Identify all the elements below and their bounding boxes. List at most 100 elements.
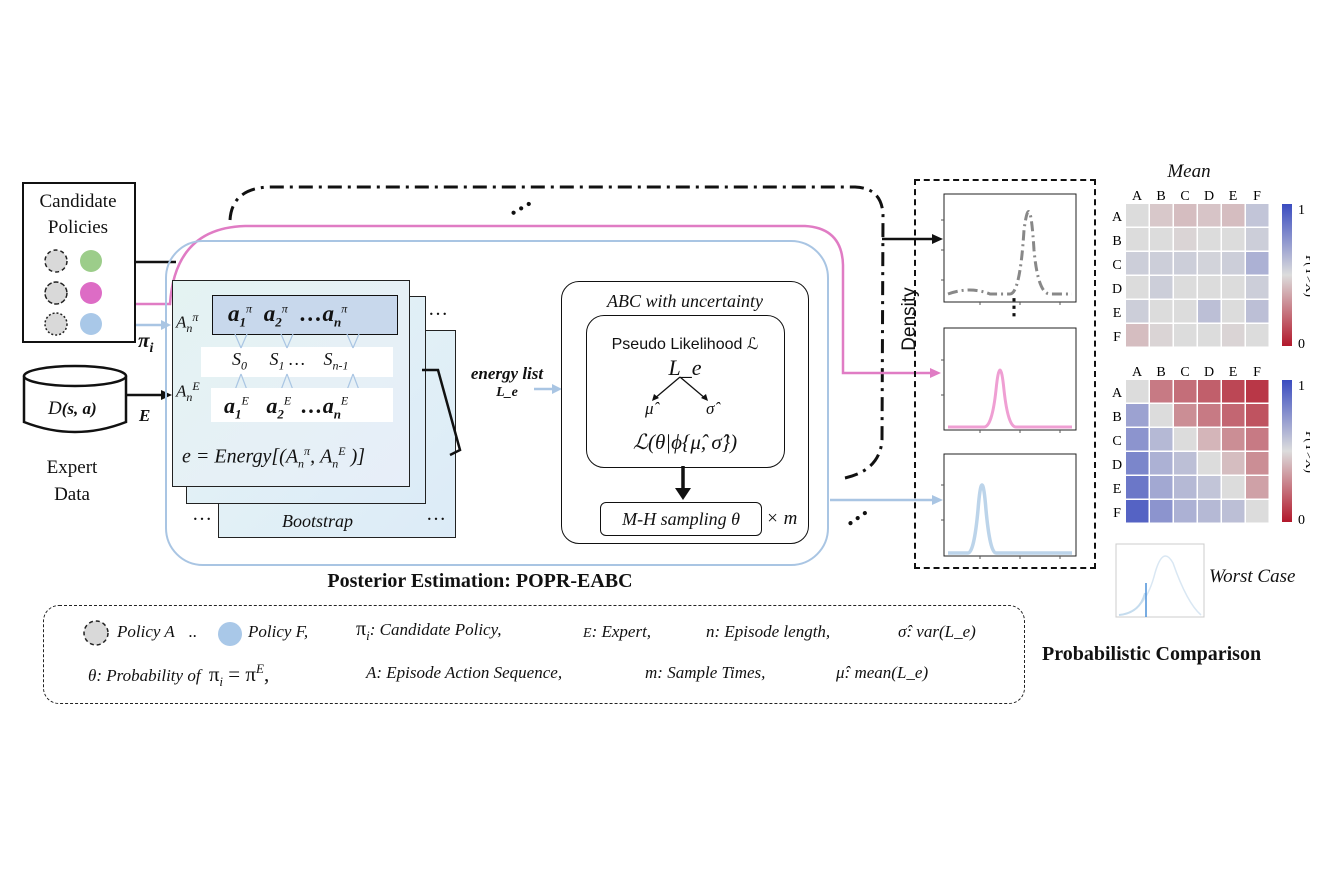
mean-heatmap-cell	[1126, 228, 1149, 251]
energy-e: E	[338, 444, 346, 458]
states-box	[201, 347, 393, 377]
pseudo-likelihood-box	[586, 315, 785, 468]
a1-pi-sub: 1	[239, 314, 247, 330]
db-sub: (s, a)	[61, 399, 97, 418]
worst-heatmap-cell	[1126, 428, 1149, 451]
a2-pi-sup: π	[281, 301, 288, 316]
mean-heatmap-cell	[1150, 324, 1173, 347]
db-d: D	[48, 398, 62, 419]
mu-hat: μ̂	[645, 399, 654, 418]
worst-heatmap-cell	[1222, 428, 1245, 451]
mean-heatmap-row-label: D	[1112, 282, 1122, 297]
blue-arrow-head	[932, 495, 943, 505]
mean-heatmap-col-label: A	[1132, 189, 1143, 204]
action-sequence-pi	[212, 295, 398, 335]
mean-heatmap-row-label: A	[1112, 210, 1123, 225]
legend-box	[43, 605, 1025, 704]
mh-sampling-label: M-H sampling θ	[622, 509, 740, 529]
worst-heatmap-cell	[1246, 476, 1269, 499]
legend-m-sym: m	[645, 663, 658, 682]
worst-heatmap-cell	[1150, 500, 1173, 523]
likelihood-formula: ℒ(θ|ϕ{μ̂, σ̂})	[632, 430, 738, 454]
bootstrap-dots-right: …	[426, 503, 446, 525]
worst-heatmap-cell	[1150, 404, 1173, 427]
mean-heatmap-col-label: B	[1156, 189, 1165, 204]
energy-prefix: e = Energy[(A	[182, 445, 299, 468]
row-pi-label: Anπ	[176, 310, 198, 336]
mean-heatmap-cell	[1246, 276, 1269, 299]
density-vdots: ⋮	[1003, 294, 1025, 319]
mean-heatmap-cell	[1198, 252, 1221, 275]
mean-title: Mean	[1167, 161, 1211, 182]
energy-list-line2: L_e	[496, 385, 518, 400]
legend-e: E: Expert,	[583, 622, 651, 642]
a2-e: a	[266, 393, 278, 418]
legend-n: n: Episode length,	[706, 622, 830, 642]
legend-m-def: : Sample Times,	[657, 663, 766, 682]
mean-heatmap-row-label: B	[1112, 234, 1121, 249]
state-s0: S	[232, 349, 241, 369]
policy-circle-gray-2	[44, 281, 68, 305]
legend-pi-def: : Candidate Policy,	[369, 620, 502, 639]
worst-heatmap-cell	[1150, 452, 1173, 475]
legend-theta-def: : Probability of	[96, 666, 201, 685]
energy-list-label: energy list L_e	[455, 364, 559, 402]
mean-heatmap-colorbar-top: 1	[1298, 203, 1305, 218]
worst-heatmap-col-label: A	[1132, 365, 1143, 380]
legend-policy-a: Policy A	[117, 622, 175, 641]
comparison-title: Probabilistic Comparison	[1042, 643, 1262, 665]
worst-heatmap-cell	[1222, 476, 1245, 499]
an-e-sub: n	[333, 406, 341, 422]
worst-heatmap-cell	[1126, 452, 1149, 475]
state-dots: …	[289, 349, 306, 369]
mean-heatmap-cell	[1198, 204, 1221, 227]
legend-circles	[83, 620, 242, 646]
mean-heatmap-row-label: F	[1113, 330, 1121, 345]
energy-pi: π	[304, 444, 311, 458]
worst-heatmap-col-label: E	[1229, 365, 1238, 380]
a2-pi-sub: 2	[275, 314, 282, 330]
mean-heatmap-cell	[1222, 324, 1245, 347]
worst-heatmap-cell	[1246, 380, 1269, 403]
database-icon	[22, 364, 128, 434]
pi-sub: i	[149, 341, 154, 357]
an-pi-sub: n	[334, 314, 342, 330]
mean-heatmap-colorbar-label: P(Y>X)	[1303, 255, 1310, 297]
state-s1-sub: 1	[278, 358, 285, 373]
worst-heatmap-row-label: A	[1112, 386, 1123, 401]
mean-heatmap-cell	[1246, 300, 1269, 323]
expert-title-line1: Expert	[46, 457, 98, 478]
density-plots	[941, 193, 1077, 559]
worst-heatmap-col-label: D	[1204, 365, 1214, 380]
legend-mu-sym: μ̂	[836, 663, 845, 682]
worst-heatmap-col-label: C	[1180, 365, 1189, 380]
states-text: S0 S1 … Sn-1	[232, 349, 349, 374]
worst-heatmap-row-label: E	[1113, 482, 1122, 497]
legend-policy-f-circle	[218, 622, 242, 646]
a2-e-sup: E	[283, 393, 292, 408]
mean-heatmap-cell	[1174, 204, 1197, 227]
expert-e-label: E	[139, 406, 151, 425]
legend-n-sym: n	[706, 622, 715, 641]
mean-heatmap-cell	[1126, 204, 1149, 227]
mean-heatmap-cell	[1150, 252, 1173, 275]
candidate-title-line2: Policies	[47, 217, 109, 238]
legend-sigma: σ̂: var(L_e)	[898, 622, 976, 642]
legend-mu-def: : mean(L_e)	[844, 663, 929, 682]
worst-heatmap-cell	[1150, 380, 1173, 403]
worst-heatmap-cell	[1126, 404, 1149, 427]
a1-e-sup: E	[241, 393, 249, 408]
mean-heatmap-cell	[1198, 300, 1221, 323]
mean-heatmap-cell	[1222, 276, 1245, 299]
legend-policy-f: Policy F,	[248, 622, 309, 641]
mean-heatmap-cell	[1174, 276, 1197, 299]
energy-formula: e = Energy[(Anπ, AnE )]	[182, 444, 365, 472]
density-panel	[914, 179, 1096, 569]
mean-heatmap-row-label: E	[1113, 306, 1122, 321]
worst-heatmap-cell	[1246, 428, 1269, 451]
state-sn-sub: n-1	[332, 358, 349, 373]
legend-e-def: : Expert,	[591, 622, 652, 641]
mean-heatmap-colorbar	[1282, 204, 1292, 346]
worst-heatmap-row-label: F	[1113, 506, 1121, 521]
